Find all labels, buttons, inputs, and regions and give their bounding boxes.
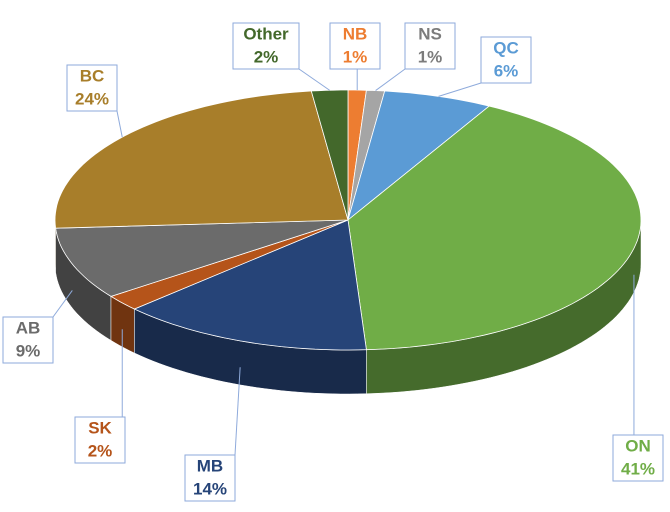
value-label: 1% — [343, 47, 368, 66]
label-box — [404, 22, 456, 70]
label-box — [480, 36, 532, 84]
label-box — [232, 22, 300, 70]
label-box — [184, 454, 236, 502]
value-label: 6% — [494, 61, 519, 80]
leader-line — [298, 68, 330, 91]
value-label: 9% — [16, 341, 41, 360]
value-label: 41% — [621, 459, 655, 478]
category-label: NS — [418, 24, 442, 43]
label-box — [74, 416, 126, 464]
slice — [55, 219, 349, 297]
value-label: 1% — [418, 47, 443, 66]
slice — [133, 219, 367, 351]
value-label: 2% — [88, 441, 113, 460]
value-label: 14% — [193, 479, 227, 498]
leader-line — [438, 82, 482, 97]
category-label: BC — [80, 66, 105, 85]
slice — [310, 89, 349, 221]
category-label: Other — [243, 24, 289, 43]
category-label: MB — [197, 456, 223, 475]
leader-line — [234, 367, 241, 456]
label-box — [66, 64, 118, 112]
slice — [54, 90, 349, 229]
category-label: NB — [343, 24, 368, 43]
value-label: 2% — [254, 47, 279, 66]
label-box — [329, 22, 381, 70]
slice — [347, 90, 491, 222]
label-box — [2, 316, 54, 364]
leader-line — [116, 110, 123, 138]
slice — [110, 219, 349, 310]
category-label: AB — [16, 318, 41, 337]
slice — [347, 105, 642, 351]
label-box — [612, 434, 664, 482]
leader-line — [52, 290, 73, 318]
category-label: QC — [493, 38, 519, 57]
leader-line — [375, 68, 406, 91]
category-label: ON — [625, 436, 651, 455]
category-label: SK — [88, 418, 112, 437]
value-label: 24% — [75, 89, 109, 108]
